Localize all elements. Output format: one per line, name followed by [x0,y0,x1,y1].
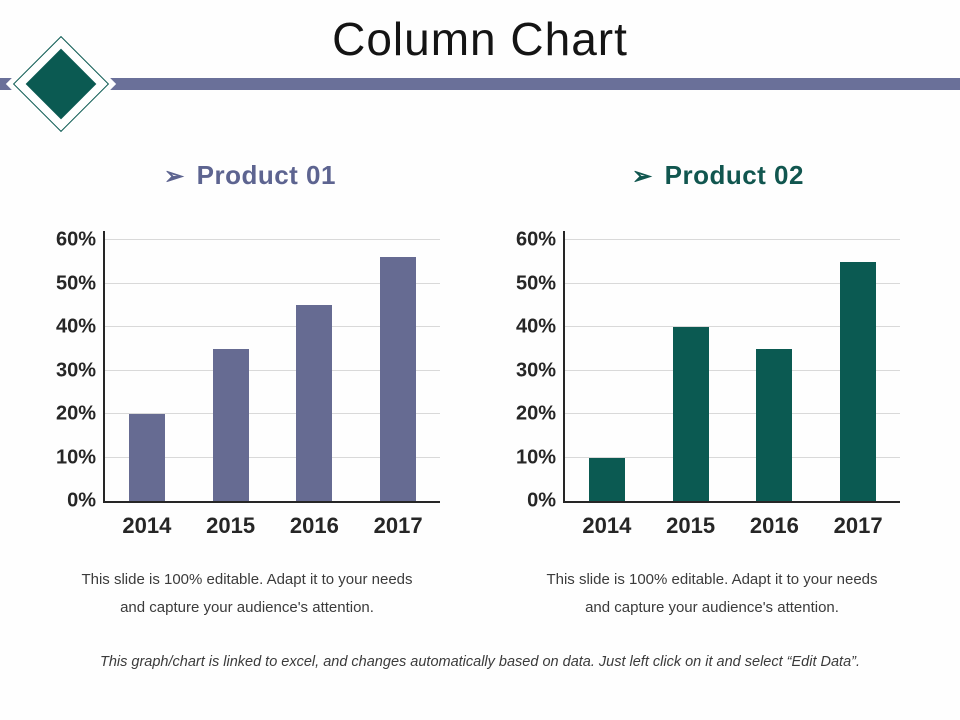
x-axis-category-label: 2017 [833,513,883,538]
gridline [565,239,900,240]
gridline [565,456,900,458]
y-axis-tick-label: 30% [55,359,96,381]
x-axis-product-02: 2014 2015 2016 2017 [565,513,900,539]
gridline [105,456,440,458]
footer-note: This graph/chart is linked to excel, and… [99,654,861,670]
bar-chart-product-01[interactable] [103,231,440,503]
x-axis-category-label: 2015 [206,513,256,538]
y-axis-tick-label: 30% [515,359,556,381]
bar-product-01-2017[interactable] [380,257,417,501]
bar-product-01-2016[interactable] [296,305,333,501]
chart-heading-product-01: ➢ Product 01 [40,160,460,191]
x-axis-category-label: 2015 [666,513,716,538]
bar-product-02-2016[interactable] [756,348,793,501]
x-axis-product-01: 2014 2015 2016 2017 [105,513,440,539]
arrow-bullet-icon: ➢ [164,163,185,190]
chart-heading-label: Product 01 [196,160,336,190]
y-axis-tick-label: 50% [515,272,556,294]
y-axis-tick-label: 60% [55,228,96,251]
gridline [565,413,900,414]
caption-line: and capture your audience's attention. [585,599,839,616]
bar-product-02-2014[interactable] [588,457,625,501]
y-axis-tick-label: 0% [67,489,96,512]
bar-product-01-2015[interactable] [212,348,249,501]
y-axis-product-02: 0% 10% 20% 30% 40% 50% 60% [500,229,556,512]
gridline [565,369,900,371]
chart-heading-label: Product 02 [664,160,804,190]
bar-product-02-2015[interactable] [672,327,709,501]
page-title: Column Chart [332,13,628,65]
gridline [105,239,440,240]
y-axis-tick-label: 10% [55,446,96,468]
x-axis-category-label: 2016 [289,513,339,538]
gridline [565,282,900,284]
divider-line [0,78,960,90]
chart-caption-product-01: This slide is 100% editable. Adapt it to… [47,566,447,622]
caption-line: and capture your audience's attention. [120,599,374,616]
x-axis-category-label: 2014 [582,513,632,538]
x-axis-category-label: 2014 [122,513,172,538]
chart-caption-product-02: This slide is 100% editable. Adapt it to… [512,566,912,622]
gridline [105,282,440,284]
y-axis-tick-label: 20% [55,402,96,425]
caption-line: This slide is 100% editable. Adapt it to… [546,571,878,588]
chart-heading-product-02: ➢ Product 02 [508,160,928,191]
gridline [105,413,440,414]
arrow-bullet-icon: ➢ [632,163,653,190]
gridline [105,326,440,327]
bar-product-02-2017[interactable] [840,261,877,501]
y-axis-tick-label: 0% [527,489,556,512]
y-axis-tick-label: 10% [515,446,556,468]
caption-line: This slide is 100% editable. Adapt it to… [81,571,413,588]
bar-product-01-2014[interactable] [128,414,165,501]
bar-chart-product-02[interactable] [563,231,900,503]
y-axis-tick-label: 40% [55,315,96,338]
y-axis-tick-label: 20% [515,402,556,425]
y-axis-tick-label: 40% [515,315,556,338]
y-axis-tick-label: 50% [55,272,96,294]
y-axis-tick-label: 60% [515,228,556,251]
x-axis-category-label: 2017 [373,513,423,538]
y-axis-product-01: 0% 10% 20% 30% 40% 50% 60% [40,229,96,512]
x-axis-category-label: 2016 [749,513,799,538]
gridline [105,369,440,371]
gridline [565,326,900,327]
